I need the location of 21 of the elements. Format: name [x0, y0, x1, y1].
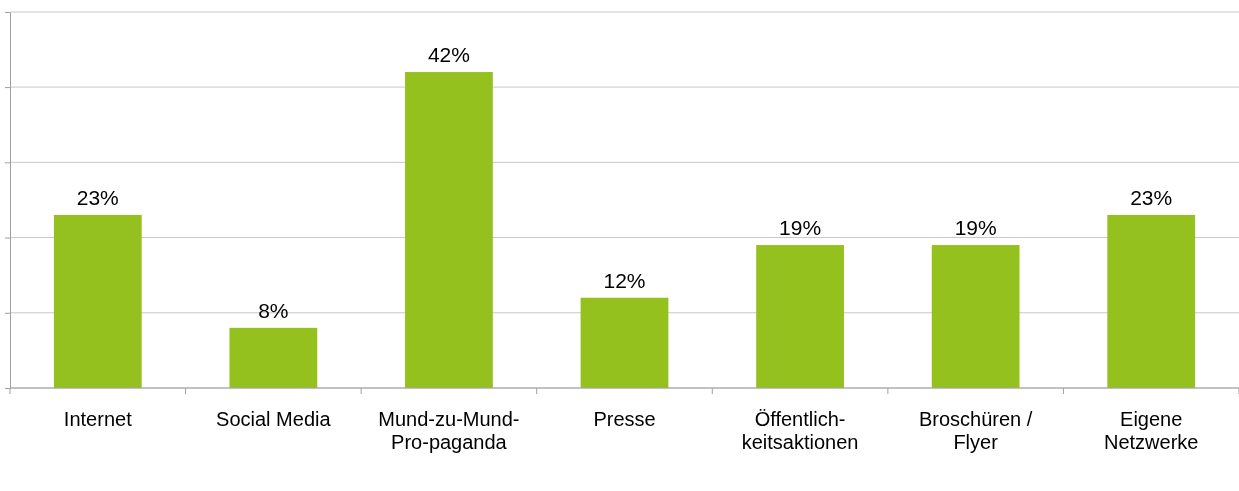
- data-label: 19%: [779, 216, 822, 240]
- x-tick-label: Eigene Netzwerke: [1103, 408, 1199, 453]
- bar: [53, 214, 142, 388]
- data-label: 23%: [1130, 185, 1173, 209]
- bar: [229, 327, 318, 388]
- bar: [931, 245, 1020, 388]
- x-tick-label: Internet: [63, 408, 133, 430]
- x-tick-label: Mund-zu-Mund-Pro-paganda: [378, 408, 520, 453]
- data-label: 12%: [603, 268, 646, 292]
- x-tick-label: Broschüren / Flyer: [918, 408, 1033, 453]
- x-tick-label: Öffentlich-keitsaktionen: [741, 408, 859, 453]
- data-label: 42%: [427, 43, 470, 67]
- data-label: 8%: [258, 298, 289, 322]
- data-label: 23%: [76, 185, 119, 209]
- bar: [405, 72, 493, 388]
- bar: [756, 245, 844, 388]
- x-tick-label: Social Media: [216, 408, 332, 430]
- bar: [580, 297, 669, 388]
- x-tick-label: Presse: [593, 408, 656, 430]
- bar: [1107, 214, 1196, 388]
- data-label: 19%: [954, 216, 997, 240]
